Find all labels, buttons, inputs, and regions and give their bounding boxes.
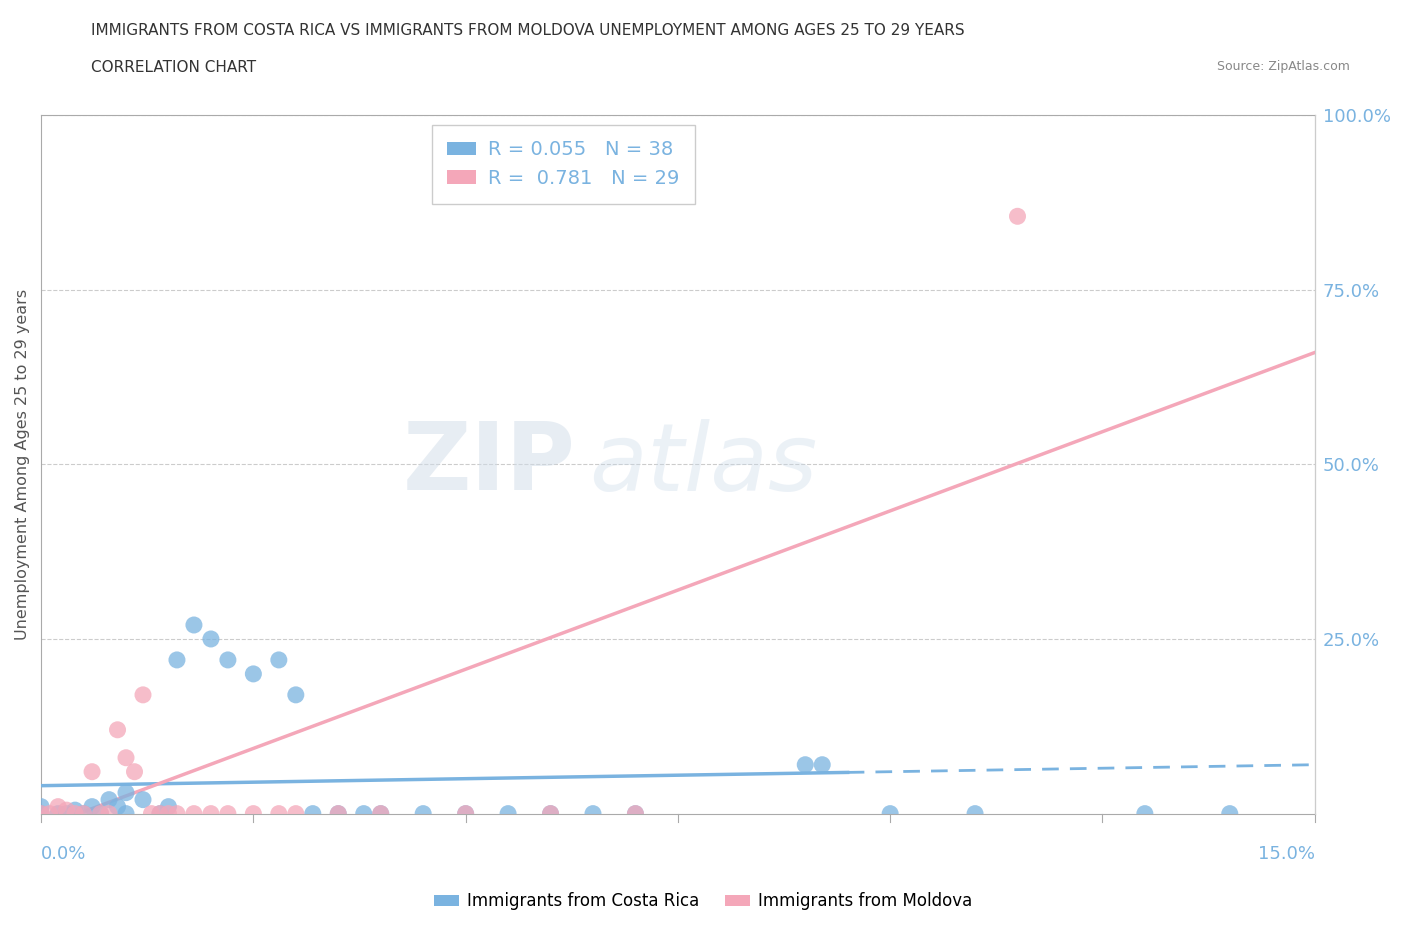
Point: [1133, 806, 1156, 821]
Text: Source: ZipAtlas.com: Source: ZipAtlas.com: [1216, 60, 1350, 73]
Point: [166, 653, 188, 668]
Point: [63, 803, 86, 817]
Point: [46, 806, 69, 821]
Point: [107, 799, 129, 814]
Point: [115, 806, 138, 821]
Point: [879, 806, 901, 821]
Point: [90, 806, 112, 821]
Point: [149, 806, 172, 821]
Point: [242, 667, 264, 682]
Point: [353, 806, 375, 821]
Point: [55, 806, 77, 821]
Text: 0.0%: 0.0%: [41, 845, 87, 863]
Point: [370, 806, 392, 821]
Point: [540, 806, 562, 821]
Point: [115, 751, 138, 765]
Point: [72, 806, 94, 821]
Point: [157, 799, 180, 814]
Point: [183, 618, 205, 632]
Point: [141, 806, 163, 821]
Point: [242, 806, 264, 821]
Point: [38, 806, 60, 821]
Point: [328, 806, 350, 821]
Y-axis label: Unemployment Among Ages 25 to 29 years: Unemployment Among Ages 25 to 29 years: [15, 288, 30, 640]
Point: [496, 806, 519, 821]
Point: [98, 792, 121, 807]
Point: [157, 806, 180, 821]
Point: [284, 806, 307, 821]
Point: [328, 806, 350, 821]
Point: [582, 806, 605, 821]
Point: [1219, 806, 1241, 821]
Text: ZIP: ZIP: [404, 418, 576, 511]
Point: [80, 764, 103, 779]
Point: [124, 764, 146, 779]
Point: [624, 806, 647, 821]
Text: 15.0%: 15.0%: [1257, 845, 1315, 863]
Point: [454, 806, 477, 821]
Point: [794, 757, 817, 772]
Point: [63, 806, 86, 821]
Point: [1007, 209, 1029, 224]
Point: [963, 806, 986, 821]
Point: [46, 799, 69, 814]
Point: [284, 687, 307, 702]
Point: [115, 785, 138, 800]
Point: [132, 792, 155, 807]
Text: CORRELATION CHART: CORRELATION CHART: [91, 60, 256, 75]
Point: [267, 653, 290, 668]
Point: [98, 806, 121, 821]
Point: [90, 806, 112, 821]
Point: [72, 806, 94, 821]
Point: [200, 806, 222, 821]
Point: [267, 806, 290, 821]
Point: [217, 806, 239, 821]
Point: [30, 806, 52, 821]
Point: [80, 799, 103, 814]
Point: [132, 687, 155, 702]
Point: [217, 653, 239, 668]
Point: [370, 806, 392, 821]
Point: [624, 806, 647, 821]
Point: [540, 806, 562, 821]
Point: [107, 723, 129, 737]
Point: [200, 631, 222, 646]
Point: [454, 806, 477, 821]
Point: [30, 806, 52, 821]
Legend: R = 0.055   N = 38, R =  0.781   N = 29: R = 0.055 N = 38, R = 0.781 N = 29: [432, 125, 695, 204]
Point: [412, 806, 434, 821]
Point: [55, 803, 77, 817]
Point: [811, 757, 834, 772]
Text: atlas: atlas: [589, 418, 817, 510]
Point: [149, 806, 172, 821]
Point: [166, 806, 188, 821]
Legend: Immigrants from Costa Rica, Immigrants from Moldova: Immigrants from Costa Rica, Immigrants f…: [427, 885, 979, 917]
Point: [301, 806, 323, 821]
Point: [183, 806, 205, 821]
Point: [30, 799, 52, 814]
Text: IMMIGRANTS FROM COSTA RICA VS IMMIGRANTS FROM MOLDOVA UNEMPLOYMENT AMONG AGES 25: IMMIGRANTS FROM COSTA RICA VS IMMIGRANTS…: [91, 23, 965, 38]
